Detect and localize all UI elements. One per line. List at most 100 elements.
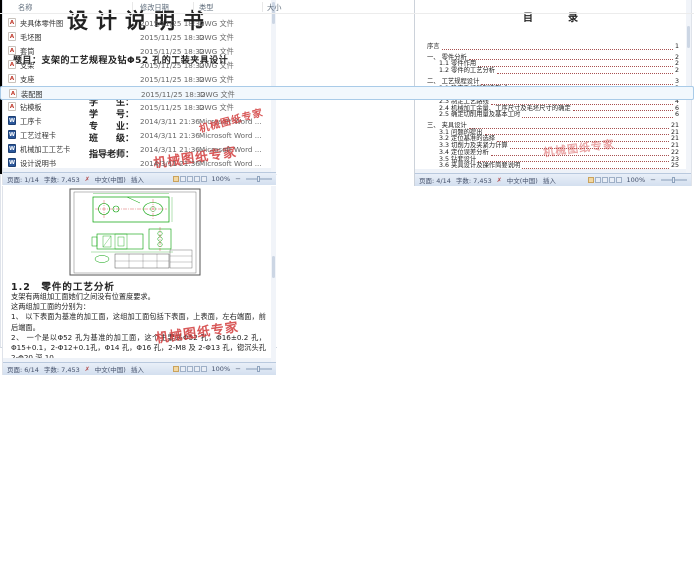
view-mode-button[interactable] xyxy=(179,176,186,182)
status-language[interactable]: 中文(中国) xyxy=(94,176,126,184)
column-separator[interactable] xyxy=(193,2,194,12)
view-mode-button[interactable] xyxy=(172,176,179,182)
toc-entry[interactable]: 一、 零件分析 2 xyxy=(427,54,679,62)
zoom-out-button[interactable]: − xyxy=(235,175,241,183)
scrollbar-thumb[interactable] xyxy=(272,256,275,278)
zoom-level[interactable]: 100% xyxy=(211,365,231,373)
file-type: Microsoft Word ... xyxy=(199,145,262,154)
horizontal-scrollbar[interactable] xyxy=(3,358,271,362)
toc-entry[interactable]: 二、 工艺规程设计 3 xyxy=(427,78,679,86)
toc-entry[interactable]: 3.1 问题的提出 21 xyxy=(427,129,679,137)
toc-entry[interactable]: 1.2 零件的工艺分析 2 xyxy=(427,67,679,75)
view-mode-button[interactable] xyxy=(200,366,207,372)
toc-leader-dots xyxy=(522,117,673,119)
column-header-type[interactable]: 类型 xyxy=(199,3,214,12)
horizontal-scrollbar[interactable] xyxy=(415,169,686,173)
view-mode-button[interactable] xyxy=(186,366,193,372)
status-word-count[interactable]: 字数: 7,453 xyxy=(455,177,492,185)
view-mode-button[interactable] xyxy=(193,176,200,182)
status-page-indicator[interactable]: 页面: 4/14 xyxy=(419,177,451,185)
column-separator[interactable] xyxy=(132,2,133,12)
file-type: Microsoft Word ... xyxy=(199,159,262,168)
column-header-name[interactable]: 名称 xyxy=(18,3,33,12)
status-page-indicator[interactable]: 页面: 6/14 xyxy=(7,366,39,374)
toc-title: 目 录 xyxy=(523,13,583,24)
view-mode-button[interactable] xyxy=(608,177,615,183)
file-type: DWG 文件 xyxy=(199,33,234,42)
toc-entry[interactable]: 3.3 切削力及夹紧力计算 21 xyxy=(427,142,679,150)
view-mode-button[interactable] xyxy=(172,366,179,372)
toc-entry[interactable]: 2.3 制定工艺路线 4 xyxy=(427,98,679,106)
file-row[interactable]: A 夹具体零件图 2015/11/25 18:32 DWG 文件 xyxy=(0,16,694,30)
view-mode-button[interactable] xyxy=(587,177,594,183)
file-row[interactable]: A 支座 2015/11/25 18:32 DWG 文件 xyxy=(0,72,694,86)
zoom-slider[interactable] xyxy=(246,366,272,372)
word-status-bar: 页面: 4/14 字数: 7,453 ✗ 中文(中国) 插入 100% − xyxy=(415,173,691,186)
toc-entry[interactable]: 3.6 夹具设计及操作简要说明 25 xyxy=(427,163,679,170)
view-mode-button[interactable] xyxy=(193,366,200,372)
file-row[interactable]: A 套筒 2015/11/25 18:32 DWG 文件 xyxy=(0,44,694,58)
view-mode-button[interactable] xyxy=(601,177,608,183)
file-type: DWG 文件 xyxy=(199,19,234,28)
spellcheck-status-icon[interactable]: ✗ xyxy=(84,365,90,373)
status-word-count[interactable]: 字数: 7,453 xyxy=(43,176,80,184)
toc-entry[interactable]: 1.1 零件作用 2 xyxy=(427,61,679,68)
zoom-level[interactable]: 100% xyxy=(626,176,646,184)
file-row[interactable]: W 工序卡 2014/3/11 21:36 Microsoft Word ... xyxy=(0,114,694,128)
file-row[interactable]: W 机械加工工艺卡 2014/3/11 21:36 Microsoft Word ..… xyxy=(0,142,694,156)
word-status-bar: 页面: 1/14 字数: 7,453 ✗ 中文(中国) 插入 100% − xyxy=(3,172,276,185)
status-insert-mode[interactable]: 插入 xyxy=(130,366,144,374)
file-row[interactable]: W 工艺过程卡 2014/3/11 21:36 Microsoft Word ... xyxy=(0,128,694,142)
status-page-indicator[interactable]: 页面: 1/14 xyxy=(7,176,39,184)
toc-page-number: 2 xyxy=(674,60,679,68)
view-mode-button[interactable] xyxy=(179,366,186,372)
view-mode-button[interactable] xyxy=(594,177,601,183)
scrollbar-thumb[interactable] xyxy=(687,26,690,48)
word-status-bar: 页面: 6/14 字数: 7,453 ✗ 中文(中国) 插入 100% − xyxy=(3,362,276,375)
column-header-date[interactable]: 修改日期 xyxy=(140,3,169,12)
toc-entry-label: 3.3 切削力及夹紧力计算 xyxy=(439,142,508,150)
column-header-size[interactable]: 大小 xyxy=(267,3,282,12)
file-name: 工序卡 xyxy=(20,117,42,126)
status-insert-mode[interactable]: 插入 xyxy=(542,177,556,185)
toc-entry[interactable]: 三、 夹具设计 21 xyxy=(427,122,679,130)
toc-entry[interactable]: 3.5 钻套设计 23 xyxy=(427,156,679,164)
view-mode-button[interactable] xyxy=(200,176,207,182)
status-language[interactable]: 中文(中国) xyxy=(94,366,126,374)
column-separator[interactable] xyxy=(262,2,263,12)
spellcheck-status-icon[interactable]: ✗ xyxy=(84,175,90,183)
body-paragraph: 1、 以下表面为基准的加工面，这组加工面包括下表面，上表面，左右端面，前后端面。 xyxy=(11,312,266,332)
dwg-file-icon: A xyxy=(8,74,16,83)
toc-entry[interactable]: 序言 1 xyxy=(427,43,679,51)
toc-entry[interactable]: 3.4 定位误差分析 22 xyxy=(427,149,679,157)
zoom-slider[interactable] xyxy=(661,177,687,183)
toc-leader-dots xyxy=(441,48,673,50)
toc-entry[interactable]: 2.5 确定切削用量及基本工时 6 xyxy=(427,112,679,119)
zoom-slider-thumb[interactable] xyxy=(257,176,260,182)
zoom-slider[interactable] xyxy=(246,176,272,182)
horizontal-scrollbar[interactable] xyxy=(3,168,271,172)
zoom-out-button[interactable]: − xyxy=(235,365,241,373)
status-language[interactable]: 中文(中国) xyxy=(506,177,538,185)
status-word-count[interactable]: 字数: 7,453 xyxy=(43,366,80,374)
zoom-out-button[interactable]: − xyxy=(650,176,656,184)
view-mode-button[interactable] xyxy=(615,177,622,183)
file-date-modified: 2015/11/25 18:32 xyxy=(140,75,205,84)
file-row[interactable]: W 设计说明书 2014/3/11 21:36 Microsoft Word ... xyxy=(0,156,694,170)
toc-leader-dots xyxy=(481,83,673,85)
file-row[interactable]: A 毛坯图 2015/11/25 18:32 DWG 文件 xyxy=(0,30,694,44)
status-insert-mode[interactable]: 插入 xyxy=(130,176,144,184)
spellcheck-status-icon[interactable]: ✗ xyxy=(496,176,502,184)
view-mode-button[interactable] xyxy=(186,176,193,182)
file-date-modified: 2015/11/25 18:32 xyxy=(141,90,206,99)
zoom-slider-thumb[interactable] xyxy=(672,177,675,183)
toc-entry[interactable]: 2.4 机械加工余量、工序尺寸及毛坯尺寸的确定 6 xyxy=(427,105,679,113)
file-row[interactable]: A 装配图 2015/11/25 18:32 DWG 文件 xyxy=(0,86,694,100)
toc-entry[interactable]: 3.2 定位基准的选择 21 xyxy=(427,136,679,143)
body-paragraph: 2、 一个是以Φ52 孔为基准的加工面，这个主要是Φ52 孔，Φ16±0.2 孔… xyxy=(11,332,266,362)
file-row[interactable]: A 钻模板 2015/11/25 18:32 DWG 文件 xyxy=(0,100,694,114)
file-row[interactable]: A 支架 2015/11/25 18:32 DWG 文件 xyxy=(0,58,694,72)
vertical-scrollbar[interactable] xyxy=(271,186,276,362)
zoom-slider-thumb[interactable] xyxy=(257,366,260,372)
zoom-level[interactable]: 100% xyxy=(211,175,231,183)
